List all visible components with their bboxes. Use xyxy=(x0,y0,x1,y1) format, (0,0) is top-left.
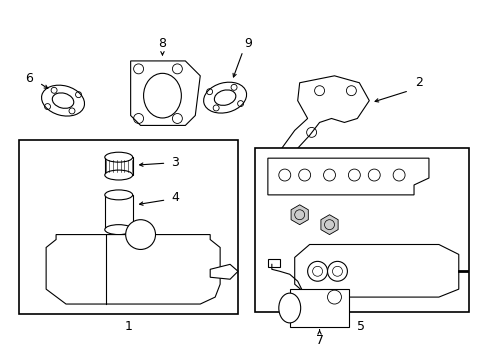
Polygon shape xyxy=(46,235,220,304)
Text: 7: 7 xyxy=(315,334,323,347)
Text: 4: 4 xyxy=(171,192,179,204)
Ellipse shape xyxy=(41,85,84,116)
Bar xyxy=(104,157,132,175)
Circle shape xyxy=(327,261,346,281)
Ellipse shape xyxy=(278,293,300,323)
Text: 2: 2 xyxy=(414,76,422,89)
Bar xyxy=(19,140,238,314)
Text: 1: 1 xyxy=(124,320,132,333)
Ellipse shape xyxy=(104,190,132,200)
Polygon shape xyxy=(279,76,368,178)
Circle shape xyxy=(307,261,327,281)
Text: 3: 3 xyxy=(171,156,179,168)
Ellipse shape xyxy=(104,152,132,162)
Ellipse shape xyxy=(143,73,181,118)
Text: 5: 5 xyxy=(357,320,365,333)
Text: 6: 6 xyxy=(25,72,33,85)
Bar xyxy=(254,148,468,312)
Polygon shape xyxy=(294,244,458,297)
Text: 9: 9 xyxy=(244,37,251,50)
Ellipse shape xyxy=(104,170,132,180)
Polygon shape xyxy=(267,260,279,267)
Bar xyxy=(104,195,132,230)
Bar xyxy=(289,289,349,327)
Text: 8: 8 xyxy=(158,37,166,50)
Polygon shape xyxy=(130,61,200,125)
Polygon shape xyxy=(320,215,337,235)
Polygon shape xyxy=(290,205,307,225)
Polygon shape xyxy=(210,264,238,279)
Polygon shape xyxy=(267,158,428,195)
Circle shape xyxy=(125,220,155,249)
Ellipse shape xyxy=(104,225,132,235)
Ellipse shape xyxy=(203,82,246,113)
